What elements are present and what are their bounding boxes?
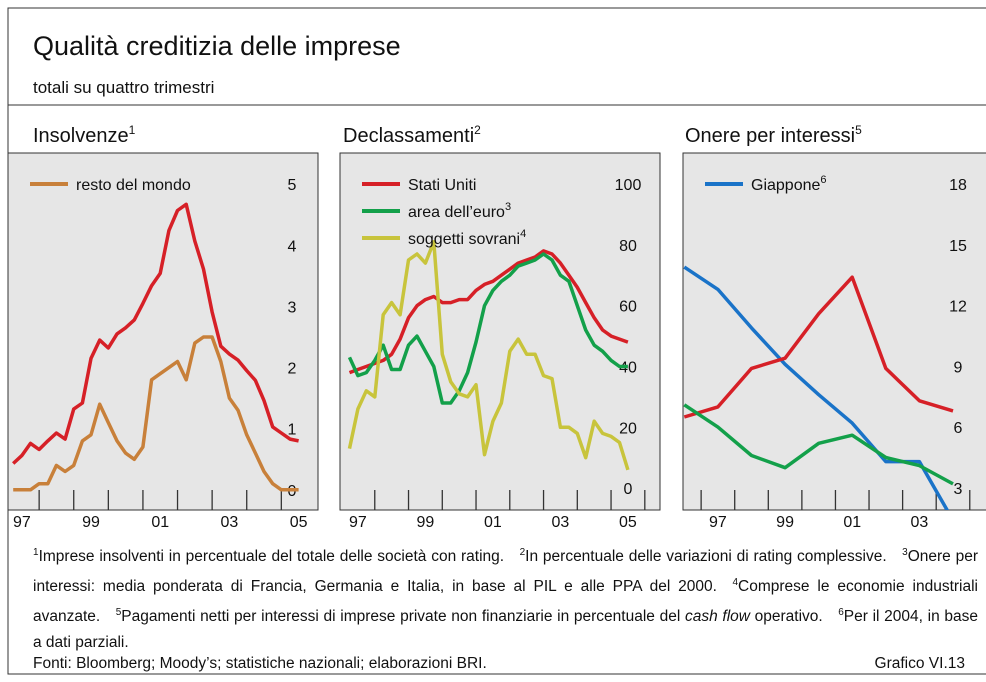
footnote: 4Comprese le economie industriali avanza… — [33, 577, 978, 625]
footnote: 5Pagamenti netti per interessi di impres… — [115, 607, 823, 625]
source: Fonti: Bloomberg; Moody’s; statistiche n… — [33, 655, 487, 672]
panel-title: Onere per interessi5 — [685, 123, 862, 147]
footnote-mark: 3 — [902, 547, 908, 558]
series-line — [683, 403, 954, 486]
x-tick-label: 03 — [911, 514, 929, 531]
x-tick-label: 01 — [843, 514, 861, 531]
x-tick-label: 99 — [417, 514, 435, 531]
footnote: 1Imprese insolventi in percentuale del t… — [33, 547, 505, 565]
series-line — [13, 335, 299, 492]
footnote-text: Onere per interessi: media ponderata di … — [33, 548, 978, 595]
y-tick-label: 5 — [288, 177, 297, 194]
footnote: 6Per il 2004, in base a dati parziali. — [33, 607, 978, 651]
plot-area — [682, 152, 986, 511]
y-tick-label: 9 — [954, 359, 963, 376]
footnote-mark: 4 — [732, 577, 739, 588]
x-tick-label: 01 — [151, 514, 169, 531]
title-note: 1 — [129, 123, 136, 137]
footnote-mark: 1 — [33, 547, 39, 558]
panel-title: Declassamenti2 — [343, 123, 481, 147]
y-tick-label: 0 — [624, 481, 633, 498]
y-tick-label: 4 — [288, 238, 297, 255]
x-tick-label: 99 — [82, 514, 100, 531]
y-tick-label: 18 — [949, 177, 967, 194]
y-tick-label: 12 — [949, 299, 967, 316]
plot-area — [7, 152, 319, 511]
footnote-text: Pagamenti netti per interessi di imprese… — [121, 608, 685, 625]
legend-note: 6 — [820, 174, 826, 186]
series-line — [348, 249, 629, 375]
y-tick-label: 40 — [619, 359, 637, 376]
legend-note: 4 — [520, 228, 526, 240]
footnote-mark: 6 — [838, 607, 844, 618]
y-tick-label: 20 — [619, 420, 637, 437]
series-group — [683, 265, 954, 510]
legend-label: area dell’euro3 — [408, 201, 511, 221]
legend-text: resto del mondo — [76, 177, 191, 194]
footnote-text: operativo. — [749, 608, 823, 625]
series-group — [12, 202, 299, 492]
title-note: 2 — [474, 123, 481, 137]
x-tick-label: 05 — [290, 514, 308, 531]
subtitle: totali su quattro trimestri — [33, 78, 214, 97]
y-tick-label: 60 — [619, 299, 637, 316]
series-group — [347, 240, 630, 471]
legend-label: resto del mondo — [76, 177, 191, 194]
y-tick-label: 3 — [288, 299, 297, 316]
y-tick-label: 3 — [954, 481, 963, 498]
y-tick-label: 1 — [288, 422, 297, 439]
footnote-text: Per il 2004, in base a dati parziali. — [33, 608, 978, 651]
panel-title-text: Declassamenti — [343, 125, 474, 147]
legend-label: Stati Uniti — [408, 177, 476, 194]
footnote: 3Onere per interessi: media ponderata di… — [33, 547, 978, 595]
series-line — [683, 275, 954, 419]
series-line — [347, 240, 630, 471]
title: Qualità creditizia delle imprese — [33, 31, 401, 61]
x-tick-label: 01 — [484, 514, 502, 531]
series-line — [12, 202, 299, 465]
panel-title-text: Insolvenze — [33, 125, 129, 147]
x-tick-label: 97 — [709, 514, 727, 531]
legend-label: Giappone6 — [751, 174, 827, 194]
figure-label: Grafico VI.13 — [874, 655, 965, 672]
y-tick-label: 15 — [949, 238, 967, 255]
panel-title: Insolvenze1 — [33, 123, 136, 147]
footnote-mark: 5 — [115, 607, 122, 618]
footnote: 2In percentuale delle variazioni di rati… — [519, 547, 887, 565]
x-tick-label: 05 — [619, 514, 637, 531]
footer: Fonti: Bloomberg; Moody’s; statistiche n… — [33, 655, 965, 673]
legend-label: soggetti sovrani4 — [408, 228, 526, 248]
x-tick-label: 03 — [221, 514, 239, 531]
footnote-text: In percentuale delle variazioni di ratin… — [525, 548, 887, 565]
x-tick-label: 97 — [13, 514, 31, 531]
footnote-text: Imprese insolventi in percentuale del to… — [38, 548, 505, 565]
footnote-mark: 2 — [519, 547, 526, 558]
y-tick-label: 80 — [619, 238, 637, 255]
legend-text: area dell’euro — [408, 204, 505, 221]
y-tick-label: 6 — [954, 420, 963, 437]
footnotes: 1Imprese insolventi in percentuale del t… — [33, 540, 978, 656]
legend-text: soggetti sovrani — [408, 231, 520, 248]
x-tick-label: 97 — [349, 514, 367, 531]
x-tick-label: 03 — [552, 514, 570, 531]
y-tick-label: 100 — [615, 177, 642, 194]
x-tick-label: 99 — [776, 514, 794, 531]
series-line — [347, 252, 628, 405]
footnote-text: cash flow — [684, 608, 750, 625]
legend-text: Stati Uniti — [408, 177, 476, 194]
panel-title-text: Onere per interessi — [685, 125, 855, 147]
y-tick-label: 2 — [288, 361, 297, 378]
legend-text: Giappone — [751, 177, 820, 194]
legend-note: 3 — [505, 201, 511, 213]
footnote-text: Comprese le economie industriali avanzat… — [33, 578, 978, 625]
title-note: 5 — [855, 123, 862, 137]
